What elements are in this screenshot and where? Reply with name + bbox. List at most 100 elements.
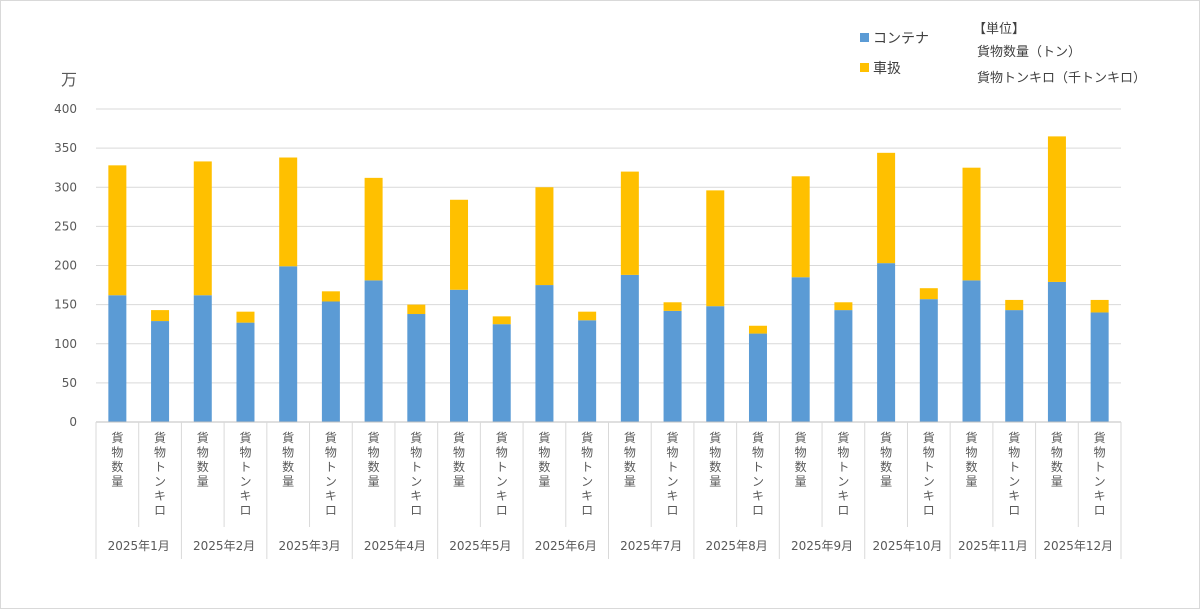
x-month-label: 2025年12月 [1043,539,1113,553]
x-subcategory-label: 物 [368,446,380,460]
x-subcategory-label: キ [581,489,593,503]
x-subcategory-label: 量 [197,475,209,489]
x-subcategory-label: ン [496,475,508,489]
y-tick-label: 250 [54,219,77,233]
x-subcategory-label: ト [325,460,337,474]
bar-shaya [663,302,682,311]
x-subcategory-label: 量 [709,475,721,489]
bar-container [193,295,212,422]
x-subcategory-label: 貨 [667,430,679,445]
x-subcategory-label: ン [1008,475,1020,489]
x-subcategory-label: 貨 [368,430,380,445]
x-subcategory-label: キ [752,489,764,503]
x-subcategory-label: 物 [410,446,422,460]
x-subcategory-label: 物 [923,446,935,460]
x-subcategory-label: 物 [1008,446,1020,460]
bar-shaya [919,288,938,300]
bar-shaya [535,187,554,286]
x-subcategory-label: 貨 [154,430,166,445]
x-subcategory-label: 貨 [111,430,123,445]
bar-shaya [1090,299,1109,313]
y-tick-label: 200 [54,259,77,273]
x-subcategory-label: ロ [239,504,251,518]
x-subcategory-label: 貨 [709,430,721,445]
x-subcategory-label: ン [154,475,166,489]
x-subcategory-label: 数 [1051,459,1063,474]
bar-container [321,301,340,422]
x-subcategory-label: ン [239,475,251,489]
x-subcategory-label: キ [1008,489,1020,503]
x-subcategory-label: 貨 [197,430,209,445]
x-subcategory-label: ロ [1008,504,1020,518]
x-subcategory-label: 物 [795,446,807,460]
x-subcategory-label: 数 [880,459,892,474]
x-subcategory-label: ロ [496,504,508,518]
x-subcategory-label: 数 [795,459,807,474]
bar-container [407,314,426,422]
x-month-label: 2025年3月 [278,539,340,553]
x-subcategory-label: 量 [624,475,636,489]
bar-shaya [279,157,298,267]
x-subcategory-label: 貨 [410,430,422,445]
x-subcategory-label: 量 [111,475,123,489]
x-subcategory-label: 数 [368,459,380,474]
x-month-label: 2025年11月 [958,539,1028,553]
y-axis-unit-label: 万 [61,70,77,89]
x-subcategory-label: ト [667,460,679,474]
x-subcategory-label: 貨 [795,430,807,445]
x-subcategory-label: 数 [453,459,465,474]
bar-container [578,320,597,422]
x-subcategory-label: ト [496,460,508,474]
bar-shaya [407,304,426,315]
x-subcategory-label: 物 [837,446,849,460]
bar-shaya [193,161,212,296]
bar-shaya [834,302,853,311]
bar-container [791,277,810,422]
bar-shaya [236,311,255,323]
x-subcategory-label: キ [837,489,849,503]
x-subcategory-label: 貨 [282,430,294,445]
bar-container [492,324,511,422]
y-tick-label: 150 [54,298,77,312]
bar-container [620,274,639,422]
bar-shaya [492,316,511,325]
x-month-label: 2025年2月 [193,539,255,553]
x-subcategory-label: 貨 [880,430,892,445]
bar-container [663,310,682,422]
x-subcategory-label: ロ [923,504,935,518]
x-subcategory-label: 物 [282,446,294,460]
y-tick-label: 100 [54,337,77,351]
x-subcategory-label: 貨 [1051,430,1063,445]
x-subcategory-label: ト [581,460,593,474]
x-subcategory-label: ン [923,475,935,489]
x-month-label: 2025年10月 [873,539,943,553]
bar-shaya [620,171,639,275]
x-subcategory-label: 数 [197,459,209,474]
x-subcategory-label: ロ [667,504,679,518]
x-subcategory-label: 物 [111,446,123,460]
bar-container [450,289,469,422]
x-subcategory-label: 量 [538,475,550,489]
x-subcategory-label: 物 [581,446,593,460]
x-subcategory-label: ト [1008,460,1020,474]
legend-label-container: コンテナ [873,31,929,47]
axes: 0 50 100 150 200 250 300 350 400 貨物数量 貨物トンキロ 貨物数量 貨物… [54,102,1122,559]
bar-shaya [706,190,725,307]
x-subcategory-label: ロ [837,504,849,518]
x-month-label: 2025年5月 [449,539,511,553]
x-subcategory-label: 貨 [1008,430,1020,445]
x-subcategory-label: ロ [325,504,337,518]
x-subcategory-label: キ [239,489,251,503]
y-tick-label: 400 [54,102,77,116]
x-subcategory-label: ト [239,460,251,474]
x-subcategory-label: 数 [538,459,550,474]
x-subcategory-label: 量 [966,475,978,489]
x-subcategory-label: 量 [282,475,294,489]
bar-container [706,306,725,422]
bar-container [748,333,767,422]
x-subcategory-label: ロ [1094,504,1106,518]
x-subcategory-label: 数 [709,459,721,474]
y-tick-label: 300 [54,180,77,194]
